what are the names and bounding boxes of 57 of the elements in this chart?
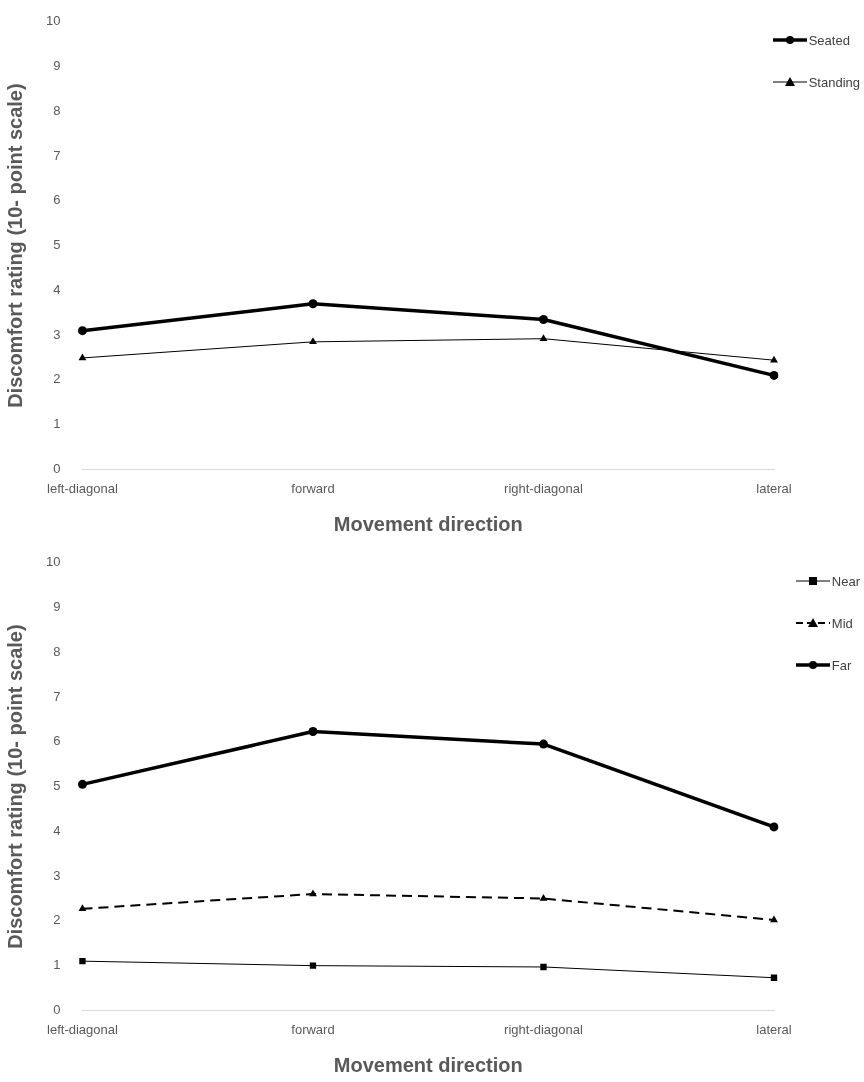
y-axis-title: Discomfort rating (10- point scale) — [3, 624, 26, 949]
x-axis-title: Movement direction — [333, 512, 523, 535]
y-tick-label: 0 — [53, 460, 61, 476]
y-tick-label: 1 — [53, 416, 61, 432]
x-tick-label: forward — [291, 480, 335, 496]
y-tick-label: 8 — [53, 102, 61, 118]
y-tick-label: 10 — [45, 13, 61, 29]
y-tick-label: 0 — [53, 1001, 61, 1017]
point — [539, 894, 548, 901]
point — [77, 779, 87, 789]
y-tick-label: 10 — [45, 554, 61, 570]
legend-label: Seated — [808, 32, 850, 48]
point — [77, 326, 87, 336]
legend-label: Far — [831, 657, 852, 673]
point — [769, 822, 779, 832]
point — [308, 299, 318, 309]
y-tick-label: 6 — [53, 192, 61, 208]
point — [309, 889, 317, 897]
y-tick-label: 6 — [53, 733, 61, 749]
y-tick-label: 2 — [53, 912, 61, 928]
x-tick-label: forward — [291, 1021, 335, 1037]
point — [539, 334, 548, 341]
y-tick-label: 4 — [53, 822, 61, 838]
y-axis-title: Discomfort rating (10- point scale) — [3, 83, 26, 408]
x-axis-title: Movement direction — [333, 1053, 523, 1076]
point — [538, 314, 548, 324]
x-tick-label: right-diagonal — [504, 1021, 583, 1037]
y-tick-label: 5 — [53, 778, 61, 794]
x-tick-label: left-diagonal — [47, 1021, 118, 1037]
y-tick-label: 9 — [53, 599, 61, 615]
point — [79, 957, 86, 965]
x-tick-label: lateral — [756, 480, 792, 496]
legend-label: Mid — [831, 615, 853, 631]
point — [309, 337, 317, 345]
point — [769, 370, 779, 380]
point — [308, 727, 318, 737]
legend-label: Standing — [808, 74, 860, 90]
legend-label: Near — [831, 573, 860, 589]
y-tick-label: 5 — [53, 237, 61, 253]
point — [540, 963, 547, 971]
y-tick-label: 8 — [53, 643, 61, 659]
point — [538, 739, 548, 749]
point — [309, 962, 317, 969]
y-tick-label: 1 — [53, 957, 61, 973]
point — [78, 904, 87, 912]
x-tick-label: lateral — [756, 1021, 792, 1037]
point — [770, 915, 778, 923]
y-tick-label: 4 — [53, 281, 61, 297]
y-tick-label: 2 — [53, 371, 61, 387]
y-tick-label: 9 — [53, 58, 61, 74]
y-tick-label: 3 — [53, 326, 61, 342]
y-tick-label: 7 — [53, 688, 61, 704]
point — [78, 353, 87, 361]
x-tick-label: left-diagonal — [47, 480, 118, 496]
x-tick-label: right-diagonal — [504, 480, 583, 496]
y-tick-label: 7 — [53, 147, 61, 163]
y-tick-label: 3 — [53, 867, 61, 883]
